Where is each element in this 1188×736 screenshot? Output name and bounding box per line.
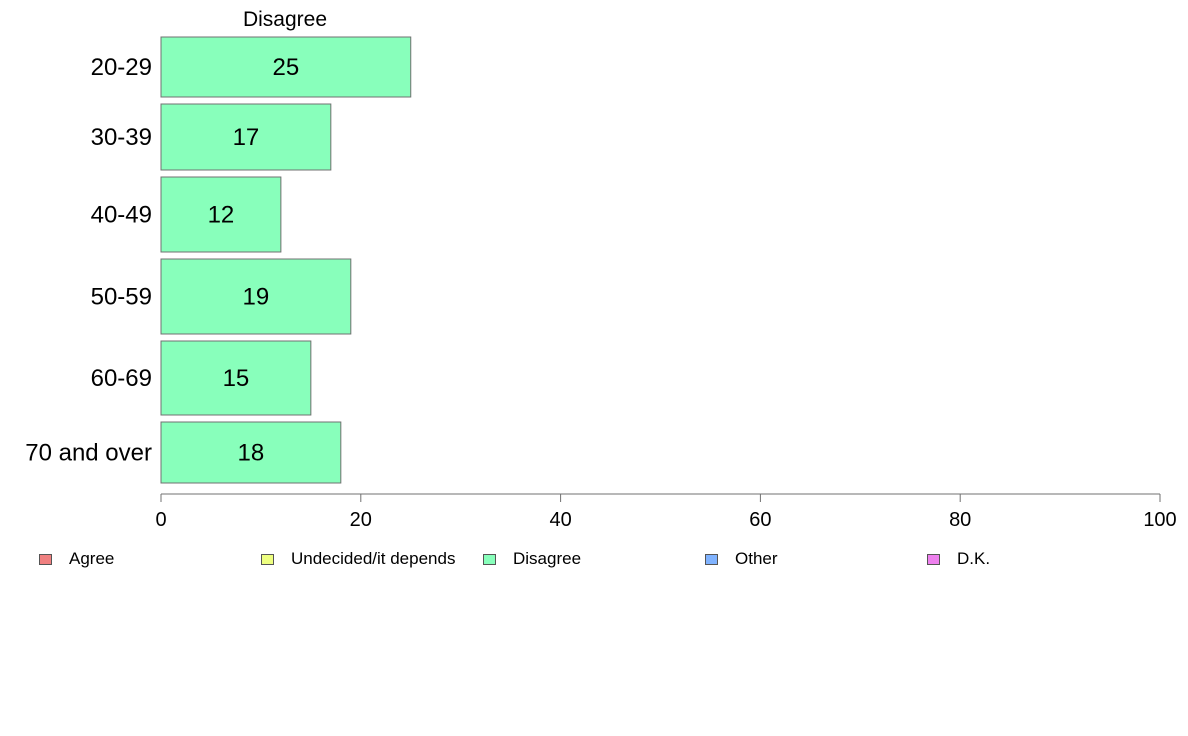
bar-value-label: 12 [208, 202, 235, 229]
legend-item: Agree [39, 548, 114, 570]
category-label: 60-69 [91, 365, 152, 392]
bar-chart: Disagree 25 20-29 17 30-39 12 40-49 19 50-59 15 6… [25, 8, 1177, 531]
legend-label: Undecided/it depends [291, 549, 456, 568]
legend-label: Disagree [513, 549, 582, 568]
category-label: 40-49 [91, 202, 152, 229]
bar-value-label: 18 [238, 440, 265, 467]
legend-label: Agree [69, 549, 115, 568]
category-label: 50-59 [91, 284, 152, 311]
x-axis: 0 20 40 60 80 100 [155, 493, 1177, 531]
bar-60-69 [160, 340, 312, 416]
legend-swatch [261, 553, 274, 565]
legend: Agree Undecided/it depends Disagree Other D.… [0, 548, 1188, 570]
legend-swatch [705, 553, 718, 565]
bar-70-and-over [160, 421, 342, 484]
x-tick-label: 40 [549, 509, 571, 531]
category-label: 30-39 [91, 124, 152, 151]
category-label: 20-29 [91, 54, 152, 81]
bar-20-29 [160, 36, 412, 98]
x-tick-label: 20 [350, 509, 372, 531]
bar-value-label: 25 [273, 54, 300, 81]
legend-swatch [483, 553, 496, 565]
legend-label: Other [735, 549, 778, 568]
bar-50-59 [160, 258, 352, 335]
legend-swatch [39, 553, 52, 565]
bar-30-39 [160, 103, 332, 171]
legend-item: Undecided/it depends [261, 548, 455, 570]
bar-40-49 [160, 176, 282, 253]
legend-item: Disagree [483, 548, 581, 570]
legend-swatch [927, 553, 940, 565]
bar-value-label: 19 [243, 284, 270, 311]
legend-item: D.K. [927, 548, 990, 570]
category-label: 70 and over [25, 440, 152, 467]
legend-item: Other [705, 548, 778, 570]
bars-group: 25 20-29 17 30-39 12 40-49 19 50-59 15 60-69 18 70 … [25, 36, 412, 484]
chart-title: Disagree [243, 8, 327, 31]
bar-value-label: 17 [233, 124, 260, 151]
x-tick-label: 100 [1143, 509, 1176, 531]
x-tick-label: 80 [949, 509, 971, 531]
legend-label: D.K. [957, 549, 991, 568]
x-tick-label: 60 [749, 509, 771, 531]
x-tick-label: 0 [155, 509, 166, 531]
bar-value-label: 15 [223, 365, 250, 392]
